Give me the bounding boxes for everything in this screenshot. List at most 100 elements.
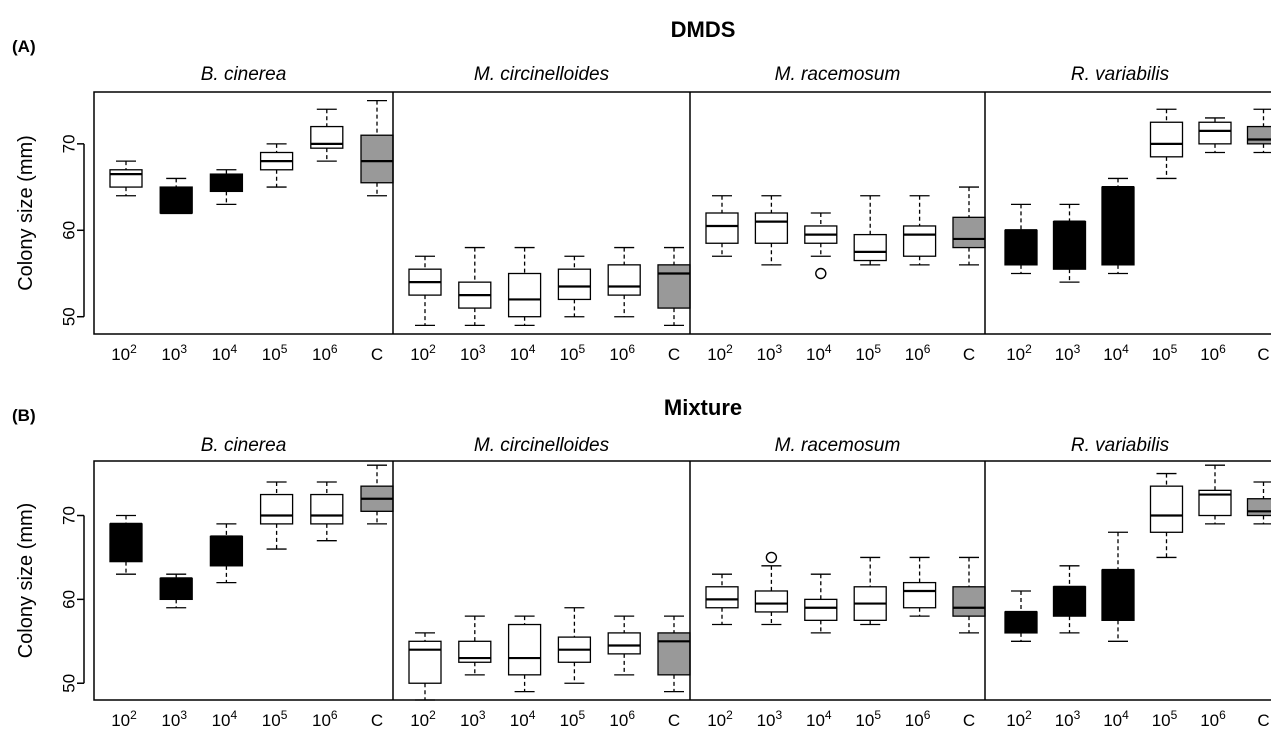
box-2 <box>804 573 838 634</box>
box-body <box>408 640 442 684</box>
panel-label: (B) <box>12 406 36 425</box>
box-5 <box>952 556 986 634</box>
species-label: B. cinerea <box>201 64 287 85</box>
y-axis-label: Colony size (mm) <box>15 503 37 659</box>
box-body <box>1101 569 1135 621</box>
x-tick-label: 102 <box>111 342 137 364</box>
y-tick-label: 70 <box>59 506 78 525</box>
x-tick-label: 105 <box>560 708 586 730</box>
x-tick-label: 102 <box>707 708 733 730</box>
box-2 <box>1101 177 1135 275</box>
box-body <box>754 590 789 613</box>
group-0: B. cinerea 102 103 104 105 106 C <box>109 64 394 364</box>
x-tick-label: 105 <box>1152 342 1178 364</box>
box-2 <box>1101 531 1135 642</box>
box-2 <box>209 523 244 584</box>
x-tick-label: 105 <box>262 342 288 364</box>
x-tick-label: 106 <box>905 708 931 730</box>
box-0 <box>1004 203 1038 275</box>
box-body <box>159 577 193 601</box>
x-tick-label: 104 <box>806 342 832 364</box>
x-tick-label: 103 <box>757 342 783 364</box>
y-tick-label: 50 <box>59 674 78 693</box>
species-label: M. racemosum <box>775 435 901 456</box>
x-tick-label: C <box>1257 711 1269 730</box>
box-body <box>360 134 394 184</box>
x-tick-label: 103 <box>460 708 486 730</box>
x-tick-label: 102 <box>1006 342 1032 364</box>
box-body <box>657 632 691 676</box>
y-axis-label: Colony size (mm) <box>15 135 37 291</box>
box-body <box>109 169 143 188</box>
box-body <box>705 586 739 609</box>
box-body <box>902 225 937 257</box>
box-1 <box>754 195 789 266</box>
box-0 <box>705 195 739 257</box>
box-1 <box>1052 565 1087 634</box>
x-tick-label: 102 <box>111 708 137 730</box>
x-tick-label: C <box>668 345 680 364</box>
panel-title: Mixture <box>664 395 742 420</box>
box-0 <box>109 514 143 575</box>
box-5 <box>360 99 394 197</box>
group-3: R. variabilis 102 103 104 105 106 C <box>984 435 1271 730</box>
x-tick-label: C <box>668 711 680 730</box>
plot-frame <box>93 460 1271 701</box>
x-tick-label: 104 <box>212 342 238 364</box>
box-body <box>1052 586 1087 617</box>
x-tick-label: C <box>963 345 975 364</box>
x-tick-label: 103 <box>1055 342 1081 364</box>
box-body <box>607 264 641 296</box>
x-tick-label: 106 <box>609 342 635 364</box>
x-tick-label: 105 <box>262 708 288 730</box>
box-body <box>259 493 294 525</box>
box-body <box>1101 186 1135 266</box>
group-2: M. racemosum 102 103 104 105 106 C <box>689 435 986 730</box>
box-body <box>507 272 542 318</box>
group-2: M. racemosum 102 103 104 105 106 C <box>689 64 986 364</box>
x-tick-label: 103 <box>757 708 783 730</box>
x-tick-label: 102 <box>410 708 436 730</box>
box-3 <box>1149 108 1184 180</box>
box-4 <box>607 246 641 318</box>
x-tick-label: 104 <box>212 708 238 730</box>
y-tick-label: 60 <box>59 221 78 240</box>
box-body <box>853 233 887 262</box>
x-tick-label: 106 <box>312 342 338 364</box>
x-tick-label: 104 <box>510 708 536 730</box>
box-5 <box>657 246 691 327</box>
box-3 <box>853 195 887 266</box>
box-0 <box>109 160 143 197</box>
box-body <box>557 268 592 301</box>
group-1: M. circinelloides 102 103 104 105 106 C <box>392 64 691 364</box>
box-3 <box>853 556 887 626</box>
x-tick-label: 102 <box>1006 708 1032 730</box>
x-tick-label: C <box>371 345 383 364</box>
box-body <box>607 632 641 655</box>
box-body <box>310 493 344 525</box>
y-tick-label: 50 <box>59 307 78 326</box>
box-5 <box>360 464 394 525</box>
box-3 <box>259 481 294 550</box>
box-body <box>1149 485 1184 533</box>
x-tick-label: 106 <box>312 708 338 730</box>
box-0 <box>408 632 442 701</box>
box-body <box>1004 229 1038 266</box>
box-5 <box>657 615 691 693</box>
x-tick-label: 104 <box>510 342 536 364</box>
x-tick-label: 103 <box>1055 708 1081 730</box>
box-body <box>754 212 789 244</box>
box-body <box>1052 220 1087 270</box>
box-2 <box>209 169 244 206</box>
outlier-point <box>765 551 778 564</box>
x-tick-label: 103 <box>161 342 187 364</box>
box-3 <box>557 607 592 684</box>
x-tick-label: 104 <box>1103 708 1129 730</box>
box-1 <box>754 551 789 626</box>
box-body <box>952 586 986 617</box>
box-2 <box>507 615 542 693</box>
species-label: M. racemosum <box>775 64 901 85</box>
x-tick-label: 105 <box>560 342 586 364</box>
panel-title: DMDS <box>671 17 736 42</box>
box-body <box>209 535 244 567</box>
